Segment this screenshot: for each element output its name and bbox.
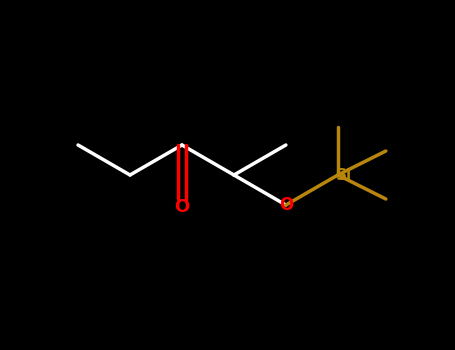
Text: O: O — [279, 196, 293, 214]
Text: Si: Si — [336, 168, 352, 182]
Text: O: O — [174, 198, 190, 216]
